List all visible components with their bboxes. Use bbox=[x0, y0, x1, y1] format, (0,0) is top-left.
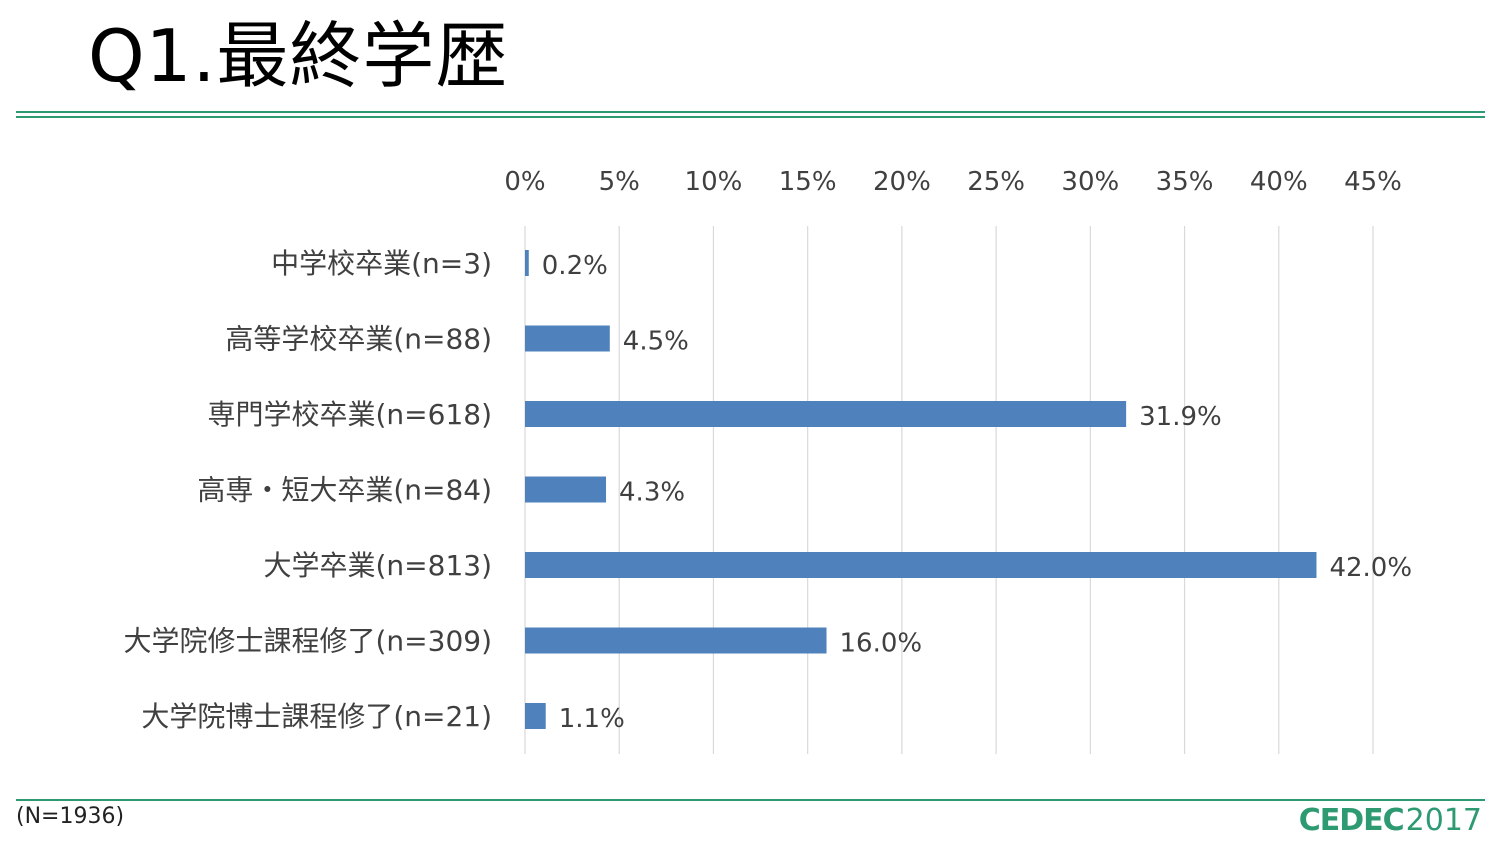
sample-size-note: (N=1936) bbox=[16, 804, 125, 829]
x-tick-label: 45% bbox=[1344, 167, 1402, 197]
category-label: 高専・短大卒業(n=84) bbox=[197, 474, 492, 507]
x-tick-label: 30% bbox=[1061, 167, 1119, 197]
data-label: 16.0% bbox=[840, 629, 923, 659]
title-divider-bottom bbox=[16, 116, 1485, 118]
cedec-logo: CEDEC 2017 bbox=[1299, 803, 1482, 838]
data-label: 42.0% bbox=[1329, 553, 1412, 583]
x-tick-label: 10% bbox=[685, 167, 743, 197]
x-tick-label: 25% bbox=[967, 167, 1025, 197]
bar bbox=[525, 401, 1127, 427]
category-label: 専門学校卒業(n=618) bbox=[208, 398, 493, 431]
bar bbox=[525, 703, 546, 729]
bar bbox=[525, 552, 1317, 578]
footer-divider bbox=[16, 799, 1485, 801]
data-label: 4.3% bbox=[619, 478, 685, 508]
x-tick-label: 20% bbox=[873, 167, 931, 197]
logo-year: 2017 bbox=[1405, 803, 1482, 838]
x-tick-label: 5% bbox=[599, 167, 640, 197]
data-label: 1.1% bbox=[559, 704, 625, 734]
data-label: 4.5% bbox=[623, 327, 689, 357]
x-tick-label: 15% bbox=[779, 167, 837, 197]
bar bbox=[525, 476, 607, 503]
data-label: 0.2% bbox=[542, 251, 608, 281]
category-label: 中学校卒業(n=3) bbox=[271, 247, 492, 280]
x-tick-label: 0% bbox=[504, 167, 545, 197]
title-divider-top bbox=[16, 111, 1485, 113]
data-label: 31.9% bbox=[1139, 402, 1222, 432]
bar bbox=[525, 325, 610, 352]
category-label: 大学院修士課程修了(n=309) bbox=[124, 625, 493, 658]
bar bbox=[525, 250, 529, 276]
slide-title: Q1.最終学歴 bbox=[88, 14, 509, 98]
category-label: 大学院博士課程修了(n=21) bbox=[141, 700, 492, 733]
bar bbox=[525, 627, 827, 654]
x-tick-label: 40% bbox=[1250, 167, 1308, 197]
x-tick-label: 35% bbox=[1156, 167, 1214, 197]
category-label: 大学卒業(n=813) bbox=[264, 549, 493, 582]
category-label: 高等学校卒業(n=88) bbox=[225, 323, 492, 356]
logo-mark: CEDEC bbox=[1298, 803, 1405, 838]
